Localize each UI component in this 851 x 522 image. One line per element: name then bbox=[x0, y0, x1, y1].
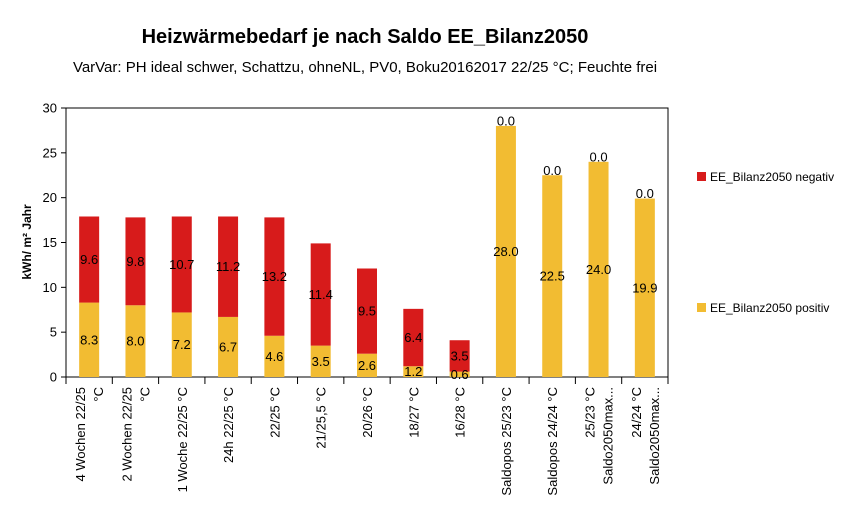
bar-negativ bbox=[171, 216, 192, 313]
legend-label-positiv: EE_Bilanz2050 positiv bbox=[710, 301, 829, 315]
data-label-negativ: 11.4 bbox=[309, 287, 333, 302]
data-label-negativ: 10.7 bbox=[169, 257, 194, 272]
bar-positiv bbox=[634, 198, 655, 377]
bar-negativ bbox=[264, 217, 285, 336]
x-tick-label: 16/28 °C bbox=[453, 387, 468, 438]
data-label-negativ: 0.0 bbox=[589, 149, 607, 164]
bar-positiv bbox=[125, 305, 146, 377]
x-tick-label: 24h 22/25 °C bbox=[221, 387, 236, 463]
data-label-negativ: 11.2 bbox=[216, 259, 240, 274]
x-tick-label: 21/25,5 °C bbox=[314, 387, 329, 449]
data-label-negativ: 0.0 bbox=[636, 186, 654, 201]
x-tick-label: Saldopos 25/23 °C bbox=[499, 387, 514, 496]
bar-positiv bbox=[542, 175, 563, 377]
x-tick-label: 20/26 °C bbox=[360, 387, 375, 438]
bar-positiv bbox=[403, 366, 424, 377]
data-label-negativ: 13.2 bbox=[262, 269, 287, 284]
x-tick-label: 22/25 °C bbox=[267, 387, 282, 438]
bar-positiv bbox=[264, 335, 285, 377]
bar-positiv bbox=[218, 316, 239, 377]
x-tick-label: 2 Wochen 22/25 bbox=[119, 387, 134, 481]
y-tick-label: 0 bbox=[50, 370, 57, 385]
bar-positiv bbox=[449, 371, 470, 377]
legend-label-negativ: EE_Bilanz2050 negativ bbox=[710, 170, 834, 184]
chart-title: Heizwärmebedarf je nach Saldo EE_Bilanz2… bbox=[142, 26, 589, 48]
bars bbox=[79, 125, 655, 377]
data-label-positiv: 2.6 bbox=[358, 358, 376, 373]
x-tick-label: °C bbox=[91, 387, 106, 402]
data-label-positiv: 4.6 bbox=[265, 349, 283, 364]
chart-subtitle: VarVar: PH ideal schwer, Schattzu, ohneN… bbox=[73, 59, 657, 76]
bar-negativ bbox=[125, 217, 146, 306]
x-tick-label: 18/27 °C bbox=[406, 387, 421, 438]
bar-negativ bbox=[310, 243, 331, 346]
bar-negativ bbox=[357, 268, 377, 354]
data-label-positiv: 19.9 bbox=[632, 280, 657, 295]
legend-swatch-negativ bbox=[697, 172, 706, 181]
data-label-negativ: 0.0 bbox=[497, 113, 515, 128]
bar-positiv bbox=[79, 302, 100, 377]
y-tick-label: 30 bbox=[43, 101, 57, 116]
data-label-negativ: 6.4 bbox=[404, 330, 422, 345]
data-label-positiv: 1.2 bbox=[404, 364, 422, 379]
data-label-positiv: 3.5 bbox=[312, 354, 330, 369]
bar-positiv bbox=[357, 353, 377, 377]
x-tick-label: 25/23 °C bbox=[583, 387, 598, 438]
y-tick-label: 20 bbox=[43, 190, 57, 205]
legend-swatch-positiv bbox=[697, 303, 706, 312]
x-tick-label: °C bbox=[137, 387, 152, 402]
bar-positiv bbox=[495, 125, 516, 377]
data-label-positiv: 28.0 bbox=[493, 244, 518, 259]
x-tick-label: 4 Wochen 22/25 bbox=[73, 387, 88, 481]
data-label-positiv: 24.0 bbox=[586, 262, 611, 277]
data-label-negativ: 9.6 bbox=[80, 252, 98, 267]
bar-negativ bbox=[79, 216, 100, 303]
x-tick-label: 24/24 °C bbox=[629, 387, 644, 438]
data-label-negativ: 0.0 bbox=[543, 163, 561, 178]
y-tick-label: 10 bbox=[43, 280, 57, 295]
x-tick-label: 1 Woche 22/25 °C bbox=[175, 387, 190, 492]
data-label-negativ: 9.8 bbox=[126, 254, 144, 269]
data-label-positiv: 8.3 bbox=[80, 332, 98, 347]
x-tick-label: Saldo2050max... bbox=[601, 387, 616, 485]
bar-negativ bbox=[403, 308, 424, 367]
bar-positiv bbox=[171, 312, 192, 377]
x-tick-label: Saldopos 24/24 °C bbox=[545, 387, 560, 496]
data-label-positiv: 22.5 bbox=[540, 269, 565, 284]
data-label-positiv: 6.7 bbox=[219, 339, 237, 354]
data-label-negativ: 3.5 bbox=[451, 348, 469, 363]
bar-negativ bbox=[218, 216, 239, 317]
y-axis-label: kWh/ m² Jahr bbox=[20, 204, 34, 280]
y-tick-label: 5 bbox=[50, 325, 57, 340]
legend: EE_Bilanz2050 negativ EE_Bilanz2050 posi… bbox=[697, 170, 834, 315]
y-axis: 0 5 10 15 20 25 30 bbox=[43, 101, 66, 385]
data-label-positiv: 0.6 bbox=[451, 367, 469, 382]
bar-negativ bbox=[449, 340, 470, 372]
y-tick-label: 15 bbox=[43, 235, 57, 250]
data-label-positiv: 8.0 bbox=[126, 334, 144, 349]
data-labels: 8.3 9.6 8.0 9.8 7.2 10.7 6.7 11.2 4.6 13.2 3.5 11.4… bbox=[80, 113, 657, 381]
bar-positiv bbox=[310, 345, 331, 377]
x-tick-label: Saldo2050max... bbox=[647, 387, 662, 485]
y-tick-label: 25 bbox=[43, 145, 57, 160]
x-axis: 4 Wochen 22/25 °C 2 Wochen 22/25 °C 1 Woche … bbox=[65, 377, 669, 496]
bar-positiv bbox=[588, 161, 609, 377]
data-label-positiv: 7.2 bbox=[173, 337, 191, 352]
data-label-negativ: 9.5 bbox=[358, 304, 376, 319]
